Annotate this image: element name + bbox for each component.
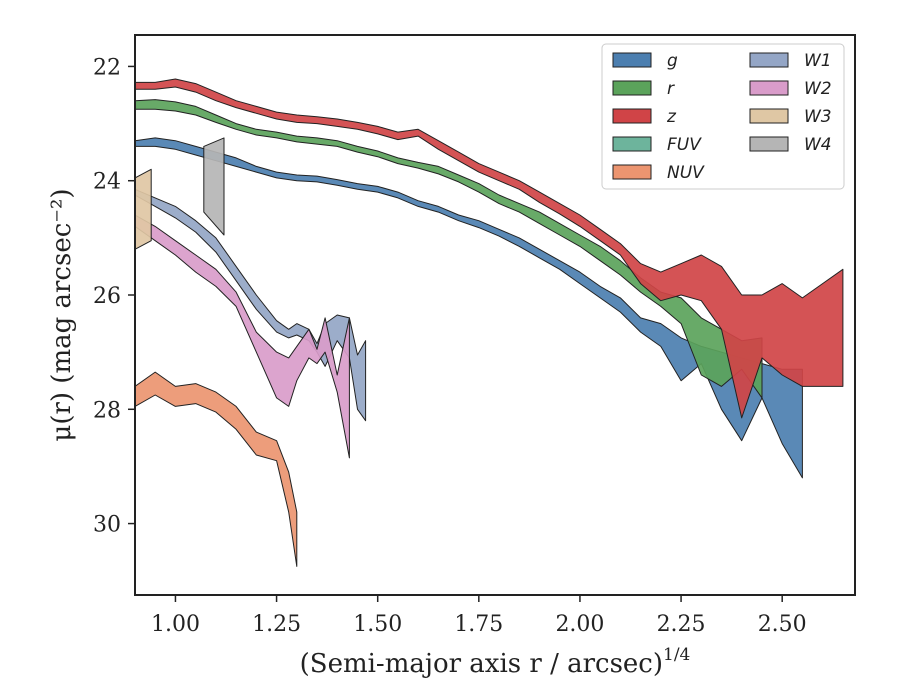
legend-label-g: g xyxy=(667,51,678,71)
y-tick-label: 28 xyxy=(93,398,121,423)
legend-box xyxy=(601,43,845,190)
legend-label-fuv: FUV xyxy=(667,135,702,155)
legend-label-z: z xyxy=(666,107,677,127)
x-tick-label: 1.25 xyxy=(252,612,301,637)
legend-label-w4: W4 xyxy=(804,135,832,155)
band-w1 xyxy=(135,188,367,422)
legend-label-w3: W3 xyxy=(804,107,832,127)
x-axis: 1.00 1.25 1.50 1.75 2.00 2.25 2.50 xyxy=(151,595,807,637)
legend-swatch-r xyxy=(612,80,652,96)
x-tick-label: 1.50 xyxy=(353,612,402,637)
x-tick-label: 2.25 xyxy=(657,612,706,637)
x-axis-label: (Semi-major axis r / arcsec)1/4 xyxy=(300,645,691,679)
legend-label-w2: W2 xyxy=(804,79,832,99)
legend-swatch-nuv xyxy=(612,164,652,180)
band-w3 xyxy=(135,168,152,250)
x-tick-label: 2.00 xyxy=(555,612,604,637)
x-tick-label: 1.00 xyxy=(151,612,200,637)
legend-label-r: r xyxy=(667,79,675,99)
legend-swatch-fuv xyxy=(612,136,652,152)
legend-swatch-g xyxy=(612,52,652,68)
legend-label-nuv: NUV xyxy=(667,163,705,183)
legend-label-w1: W1 xyxy=(804,51,832,71)
y-tick-label: 30 xyxy=(93,513,121,538)
legend-swatch-w3 xyxy=(749,108,789,124)
x-axis-label-text: (Semi-major axis r / arcsec) xyxy=(300,649,663,679)
band-r xyxy=(135,99,763,399)
legend-swatch-z xyxy=(612,108,652,124)
plot-frame xyxy=(134,34,856,596)
y-axis-label: μ(r) (mag arcsec⁻²) xyxy=(47,188,77,441)
legend-swatch-w1 xyxy=(749,52,789,68)
legend: grz FUV NUV W1 W2 W3 W4 xyxy=(601,43,845,190)
x-tick-label: 1.75 xyxy=(454,612,503,637)
band-w2 xyxy=(135,214,350,459)
band-z xyxy=(135,78,844,419)
band-layer xyxy=(135,78,844,567)
legend-swatch-w2 xyxy=(749,80,789,96)
y-axis: 22 24 26 28 30 xyxy=(93,55,135,538)
legend-swatch-w4 xyxy=(749,136,789,152)
band-w4 xyxy=(203,137,225,236)
band-nuv xyxy=(135,371,298,567)
y-tick-label: 26 xyxy=(93,284,121,309)
x-axis-label-exponent: 1/4 xyxy=(663,645,690,665)
y-tick-label: 22 xyxy=(93,55,121,80)
x-tick-label: 2.50 xyxy=(758,612,807,637)
y-tick-label: 24 xyxy=(93,170,121,195)
band-g xyxy=(135,137,803,479)
